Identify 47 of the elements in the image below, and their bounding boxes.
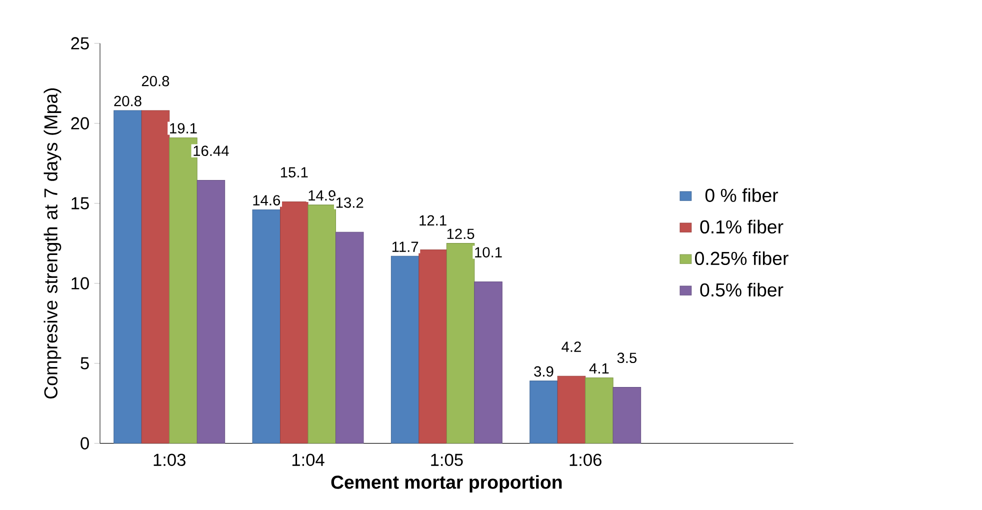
data-label: 12.5 bbox=[447, 228, 474, 240]
y-tick-label: 25 bbox=[71, 37, 89, 50]
y-tick-label: 20 bbox=[71, 117, 89, 130]
data-label: 4.2 bbox=[562, 342, 581, 352]
bar bbox=[196, 180, 226, 444]
bar bbox=[530, 380, 558, 444]
y-tick-label: 5 bbox=[80, 357, 89, 370]
x-tick-label: 1:04 bbox=[292, 454, 324, 466]
bar bbox=[418, 249, 447, 444]
bar bbox=[114, 110, 142, 444]
data-label: 14.6 bbox=[253, 195, 280, 206]
data-label: 12.1 bbox=[420, 215, 446, 226]
bar bbox=[335, 232, 364, 444]
y-tick-label: 15 bbox=[72, 197, 89, 210]
data-label: 11.7 bbox=[392, 242, 418, 252]
legend-label: 0.5% fiber bbox=[700, 282, 784, 297]
data-label: 19.1 bbox=[170, 123, 197, 134]
data-label: 3.5 bbox=[617, 352, 636, 364]
legend-label: 0 % fiber bbox=[705, 188, 778, 202]
legend-label: 0.25% fiber bbox=[695, 251, 788, 266]
bar bbox=[141, 110, 170, 444]
bar bbox=[446, 243, 475, 444]
data-label: 13.2 bbox=[336, 197, 364, 208]
bar bbox=[252, 209, 281, 444]
bar bbox=[585, 377, 614, 444]
data-label: 20.8 bbox=[142, 76, 170, 86]
legend-label: 0.1% fiber bbox=[700, 220, 784, 234]
bar bbox=[474, 281, 502, 444]
data-label: 16.44 bbox=[194, 146, 229, 156]
bar bbox=[612, 387, 642, 444]
data-label: 14.9 bbox=[308, 190, 336, 201]
bar bbox=[390, 256, 420, 444]
x-axis-title: Cement mortar proportion bbox=[331, 475, 562, 493]
data-label: 15.1 bbox=[280, 167, 308, 178]
bar bbox=[557, 376, 586, 444]
y-tick-label: 0 bbox=[80, 437, 89, 450]
x-tick-label: 1:03 bbox=[154, 454, 186, 466]
y-axis-title: Compresive strength at 7 days (Mpa) bbox=[44, 88, 62, 399]
x-tick-label: 1:06 bbox=[570, 454, 602, 466]
data-label: 10.1 bbox=[475, 247, 502, 258]
data-label: 20.8 bbox=[114, 96, 142, 106]
data-label: 4.1 bbox=[589, 363, 609, 374]
bar bbox=[308, 204, 336, 444]
x-tick-label: 1:05 bbox=[431, 454, 463, 466]
bar bbox=[280, 201, 308, 444]
y-tick-label: 10 bbox=[72, 277, 89, 290]
data-label: 3.9 bbox=[534, 366, 554, 377]
